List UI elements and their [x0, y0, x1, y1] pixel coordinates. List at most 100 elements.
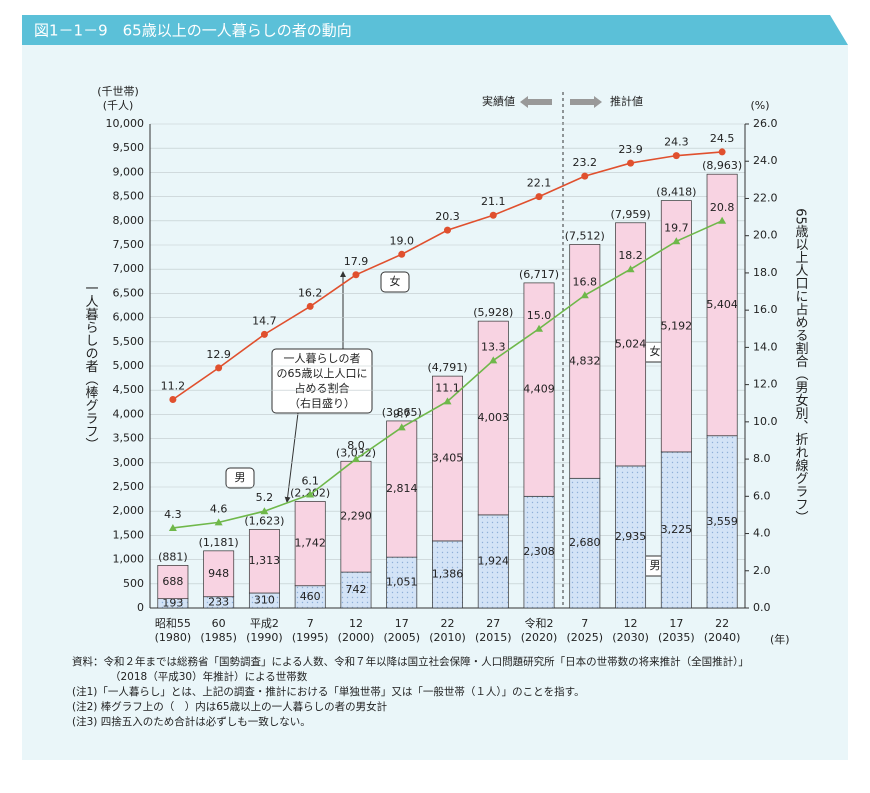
y-tick-label: 3,500 [113, 432, 145, 445]
marker [168, 523, 177, 531]
x-tick-label: 12 [349, 617, 363, 630]
bar-label: 3,405 [432, 452, 464, 465]
total-label: (1,623) [244, 514, 284, 527]
x-tick-label: (1985) [200, 631, 237, 644]
marker [215, 364, 223, 372]
marker [581, 172, 589, 180]
bar-label: 2,935 [615, 530, 647, 543]
x-tick-label: (2015) [475, 631, 512, 644]
bar [569, 244, 601, 479]
y2-tick-label: 10.0 [753, 415, 778, 428]
bar-label: 4,409 [523, 383, 555, 396]
bar [477, 514, 509, 609]
x-tick-label: 22 [715, 617, 729, 630]
bar-label: 688 [162, 575, 183, 588]
line-label: 5.2 [256, 491, 274, 504]
series-label: 女 [650, 344, 661, 358]
bar-label: 460 [300, 590, 321, 603]
label-box [380, 271, 410, 293]
y-tick-label: 9,000 [113, 165, 145, 178]
y-tick-label: 4,000 [113, 407, 145, 420]
bar-label: 4,003 [478, 411, 510, 424]
x-tick-label: 17 [669, 617, 683, 630]
line-label: 9.7 [393, 407, 411, 420]
y2-unit: (%) [750, 99, 769, 112]
y2-tick-label: 8.0 [753, 452, 771, 465]
total-label: (6,717) [519, 268, 559, 281]
x-tick-label: 60 [212, 617, 226, 630]
source: 資料：令和２年までは総務省「国勢調査」による人数、令和７年以降は国立社会保障・人… [72, 655, 749, 668]
x-tick-label: 17 [395, 617, 409, 630]
x-tick-label: (2035) [658, 631, 695, 644]
marker [627, 159, 635, 167]
bar-label: 1,386 [432, 567, 464, 580]
arrow-right [570, 96, 602, 108]
total-label: (881) [158, 550, 188, 563]
marker [443, 397, 452, 405]
marker [535, 193, 543, 201]
y-tick-label: 6,000 [113, 311, 145, 324]
label-box [225, 467, 255, 489]
x-tick-label: 22 [441, 617, 455, 630]
y-unit: (千世帯) [97, 85, 139, 98]
bar [294, 501, 326, 587]
marker [672, 237, 681, 245]
line-label: 24.3 [664, 136, 689, 149]
marker [718, 216, 727, 224]
bar-label: 5,404 [706, 298, 738, 311]
source: （2018（平成30）年推計）による世帯数 [110, 670, 308, 683]
x-tick-label: 昭和55 [155, 617, 191, 630]
x-tick-label: (2005) [383, 631, 420, 644]
y-tick-label: 10,000 [106, 117, 145, 130]
y-axis-title: 一人暮らしの者（棒グラフ） [83, 282, 99, 451]
x-tick-label: 7 [307, 617, 314, 630]
line-label: 4.6 [210, 502, 228, 515]
marker [214, 518, 223, 526]
bar-label: 3,225 [661, 523, 693, 536]
marker [260, 507, 269, 515]
marker [260, 330, 268, 338]
bar-label: 233 [208, 595, 229, 608]
total-label: (4,791) [427, 361, 467, 374]
bar-label: 1,051 [386, 576, 418, 589]
bar [523, 495, 555, 609]
bar-label: 948 [208, 567, 229, 580]
total-label: (5,928) [473, 306, 513, 319]
bar-label: 1,924 [478, 554, 510, 567]
line-label: 11.1 [435, 381, 460, 394]
x-tick-label: 12 [624, 617, 638, 630]
note: (注3) 四捨五入のため合計は必ずしも一致しない。 [72, 715, 311, 728]
y2-tick-label: 12.0 [753, 378, 778, 391]
bar [569, 477, 601, 609]
y2-tick-label: 16.0 [753, 303, 778, 316]
bar [248, 529, 280, 594]
bar-label: 1,742 [294, 537, 326, 550]
x-tick-label: 27 [486, 617, 500, 630]
x-tick-label: (1990) [246, 631, 283, 644]
line-label: 16.8 [573, 275, 598, 288]
bar [340, 571, 372, 609]
bar [615, 222, 647, 467]
x-tick-label: 平成2 [250, 617, 279, 630]
line-label: 4.3 [164, 508, 182, 521]
y2-tick-label: 20.0 [753, 229, 778, 242]
y-tick-label: 2,500 [113, 480, 145, 493]
y-unit: (千人) [103, 99, 134, 112]
y2-tick-label: 22.0 [753, 191, 778, 204]
bar-label: 5,192 [661, 319, 693, 332]
chart-title: 図1－1－9 65歳以上の一人暮らしの者の動向 [34, 22, 352, 40]
x-tick-label: 7 [581, 617, 588, 630]
callout-text: の65歳以上人口に [277, 367, 368, 380]
x-tick-label: (2025) [567, 631, 604, 644]
y-tick-label: 3,000 [113, 456, 145, 469]
line-label: 20.8 [710, 201, 735, 214]
y2-tick-label: 6.0 [753, 489, 771, 502]
y-tick-label: 0 [137, 601, 144, 614]
line-label: 15.0 [527, 309, 552, 322]
bar-label: 1,313 [249, 554, 281, 567]
callout-text: （右目盛り） [289, 396, 355, 410]
bar-label: 193 [162, 596, 183, 609]
bar-label: 5,024 [615, 337, 647, 350]
total-label: (3,032) [336, 446, 376, 459]
